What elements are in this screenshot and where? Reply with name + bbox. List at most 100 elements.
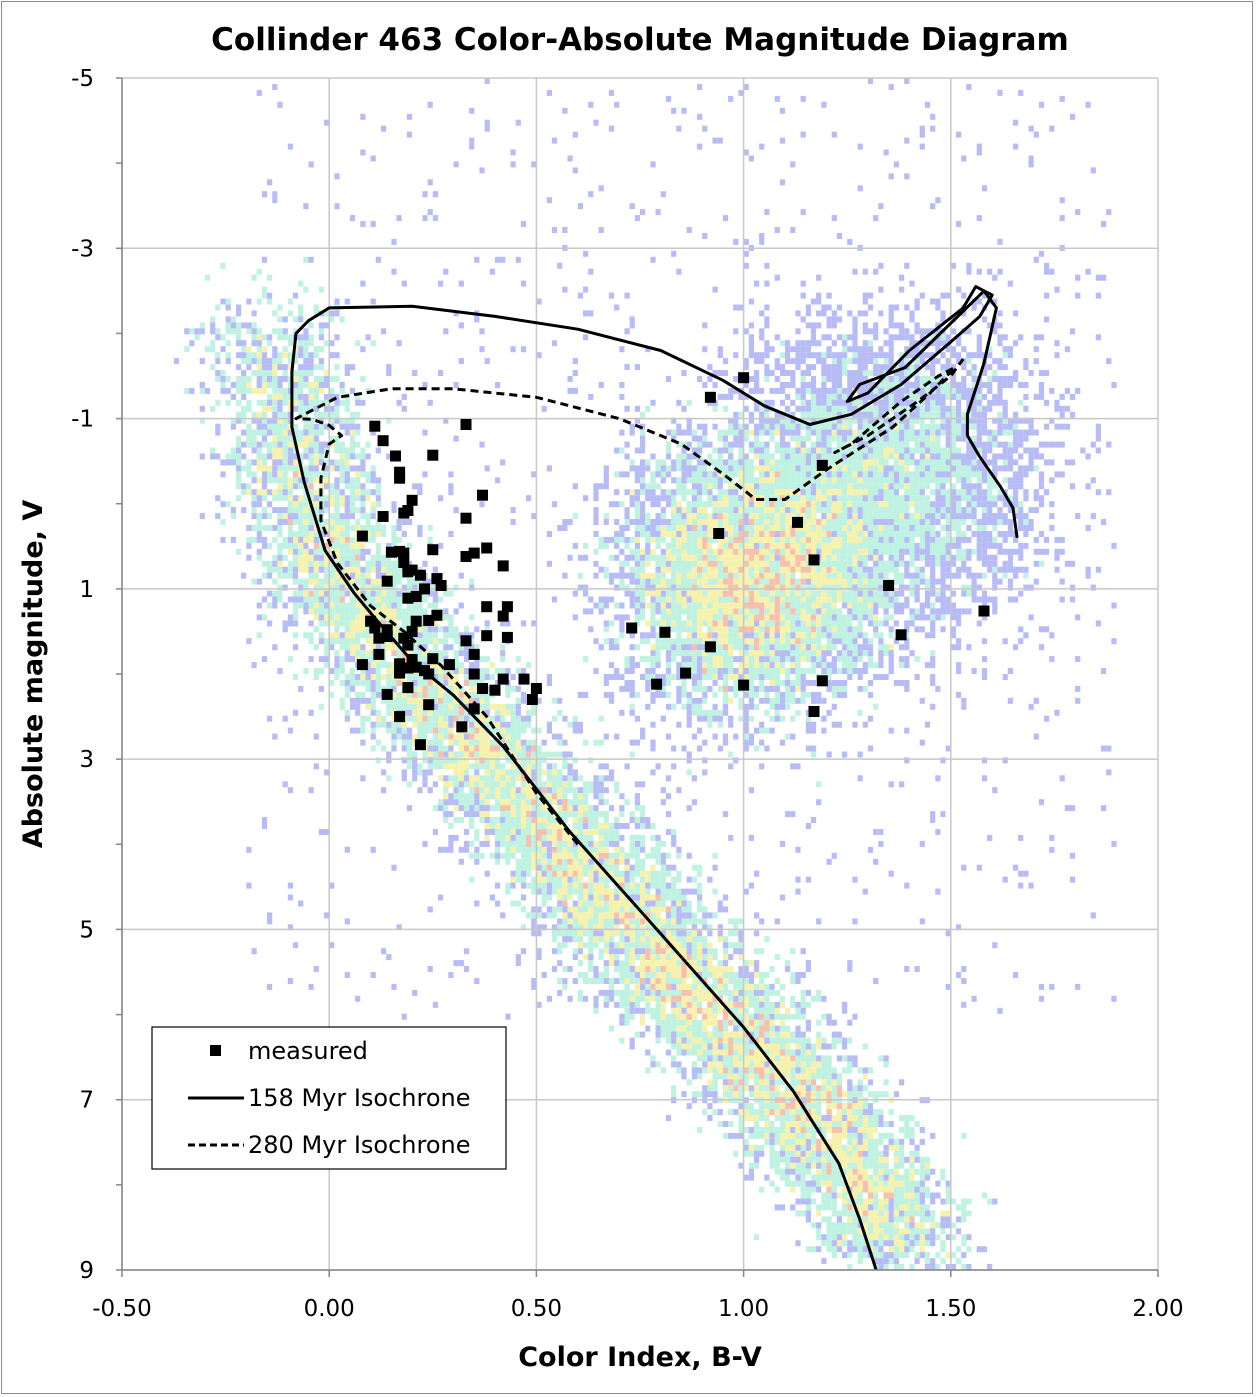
density-cell — [691, 888, 697, 895]
density-cell — [769, 548, 775, 555]
density-cell — [702, 942, 708, 949]
density-cell — [660, 1019, 666, 1026]
density-cell — [495, 763, 501, 770]
density-cell — [754, 912, 760, 919]
density-cell — [526, 781, 532, 788]
density-cell — [443, 733, 449, 740]
density-cell — [324, 471, 330, 478]
density-cell — [541, 781, 547, 788]
density-cell — [598, 775, 604, 782]
density-cell — [764, 1067, 770, 1074]
density-cell — [836, 1216, 842, 1223]
density-cell — [453, 721, 459, 728]
density-cell — [614, 960, 620, 967]
density-cell — [842, 1228, 848, 1235]
density-cell — [334, 364, 340, 371]
density-cell — [277, 316, 283, 323]
density-cell — [339, 560, 345, 567]
density-cell — [386, 775, 392, 782]
density-cell — [251, 507, 257, 514]
density-cell — [282, 447, 288, 454]
density-cell — [904, 1216, 910, 1223]
density-cell — [215, 495, 221, 502]
density-cell — [308, 364, 314, 371]
density-cell — [774, 1013, 780, 1020]
density-cell — [629, 960, 635, 967]
density-cell — [733, 1049, 739, 1056]
density-cell — [562, 918, 568, 925]
density-cell — [541, 852, 547, 859]
density-cell — [722, 1013, 729, 1020]
density-cell — [344, 501, 350, 508]
density-cell — [438, 775, 444, 782]
density-cell — [261, 352, 268, 359]
density-cell — [458, 697, 464, 704]
density-cell — [671, 1031, 677, 1038]
density-cell — [448, 745, 454, 752]
density-cell — [391, 715, 397, 722]
density-cell — [230, 536, 236, 543]
density-cell — [836, 626, 842, 633]
density-cell — [743, 1013, 749, 1020]
density-cell — [655, 983, 661, 990]
density-cell — [717, 1061, 723, 1068]
density-cell — [500, 715, 506, 722]
density-cell — [785, 638, 791, 645]
density-cell — [375, 495, 381, 502]
density-cell — [893, 1228, 899, 1235]
density-cell — [759, 978, 765, 984]
density-cell — [256, 477, 262, 484]
density-cell — [406, 709, 413, 716]
density-cell — [277, 590, 283, 597]
density-cell — [702, 1109, 708, 1116]
density-cell — [717, 620, 723, 627]
density-cell — [873, 1162, 879, 1169]
density-cell — [562, 840, 568, 847]
density-cell — [241, 453, 247, 460]
density-cell — [453, 674, 459, 680]
density-cell — [836, 1180, 842, 1187]
density-cell — [526, 817, 532, 823]
density-cell — [282, 465, 288, 472]
density-cell — [365, 566, 371, 573]
density-cell — [349, 483, 356, 490]
density-cell — [707, 876, 713, 883]
density-cell — [546, 882, 552, 889]
density-cell — [515, 703, 521, 710]
density-cell — [531, 793, 537, 800]
density-cell — [256, 441, 262, 448]
density-cell — [458, 662, 464, 669]
density-cell — [883, 1204, 889, 1211]
density-cell — [821, 1073, 827, 1080]
density-cell — [593, 548, 599, 555]
density-cell — [629, 918, 635, 925]
density-cell — [329, 513, 335, 520]
density-cell — [717, 709, 723, 716]
density-cell — [277, 531, 283, 537]
density-cell — [246, 387, 252, 394]
density-cell — [764, 1115, 770, 1121]
density-cell — [759, 525, 765, 531]
density-cell — [691, 1007, 697, 1014]
density-cell — [717, 584, 723, 591]
density-cell — [572, 954, 578, 961]
density-cell — [360, 721, 366, 728]
density-cell — [852, 644, 858, 651]
density-cell — [665, 888, 672, 895]
density-cell — [567, 906, 573, 913]
density-cell — [469, 727, 475, 734]
density-cell — [712, 1055, 718, 1062]
density-cell — [443, 674, 449, 680]
density-cell — [355, 578, 361, 585]
density-cell — [759, 1091, 765, 1098]
density-cell — [339, 495, 345, 502]
density-cell — [551, 763, 558, 770]
density-cell — [831, 596, 837, 603]
density-cell — [391, 745, 397, 752]
density-cell — [261, 495, 268, 502]
density-cell — [795, 1001, 801, 1008]
density-cell — [339, 662, 345, 669]
density-cell — [754, 870, 760, 877]
density-cell — [355, 566, 361, 573]
density-cell — [769, 1055, 775, 1062]
